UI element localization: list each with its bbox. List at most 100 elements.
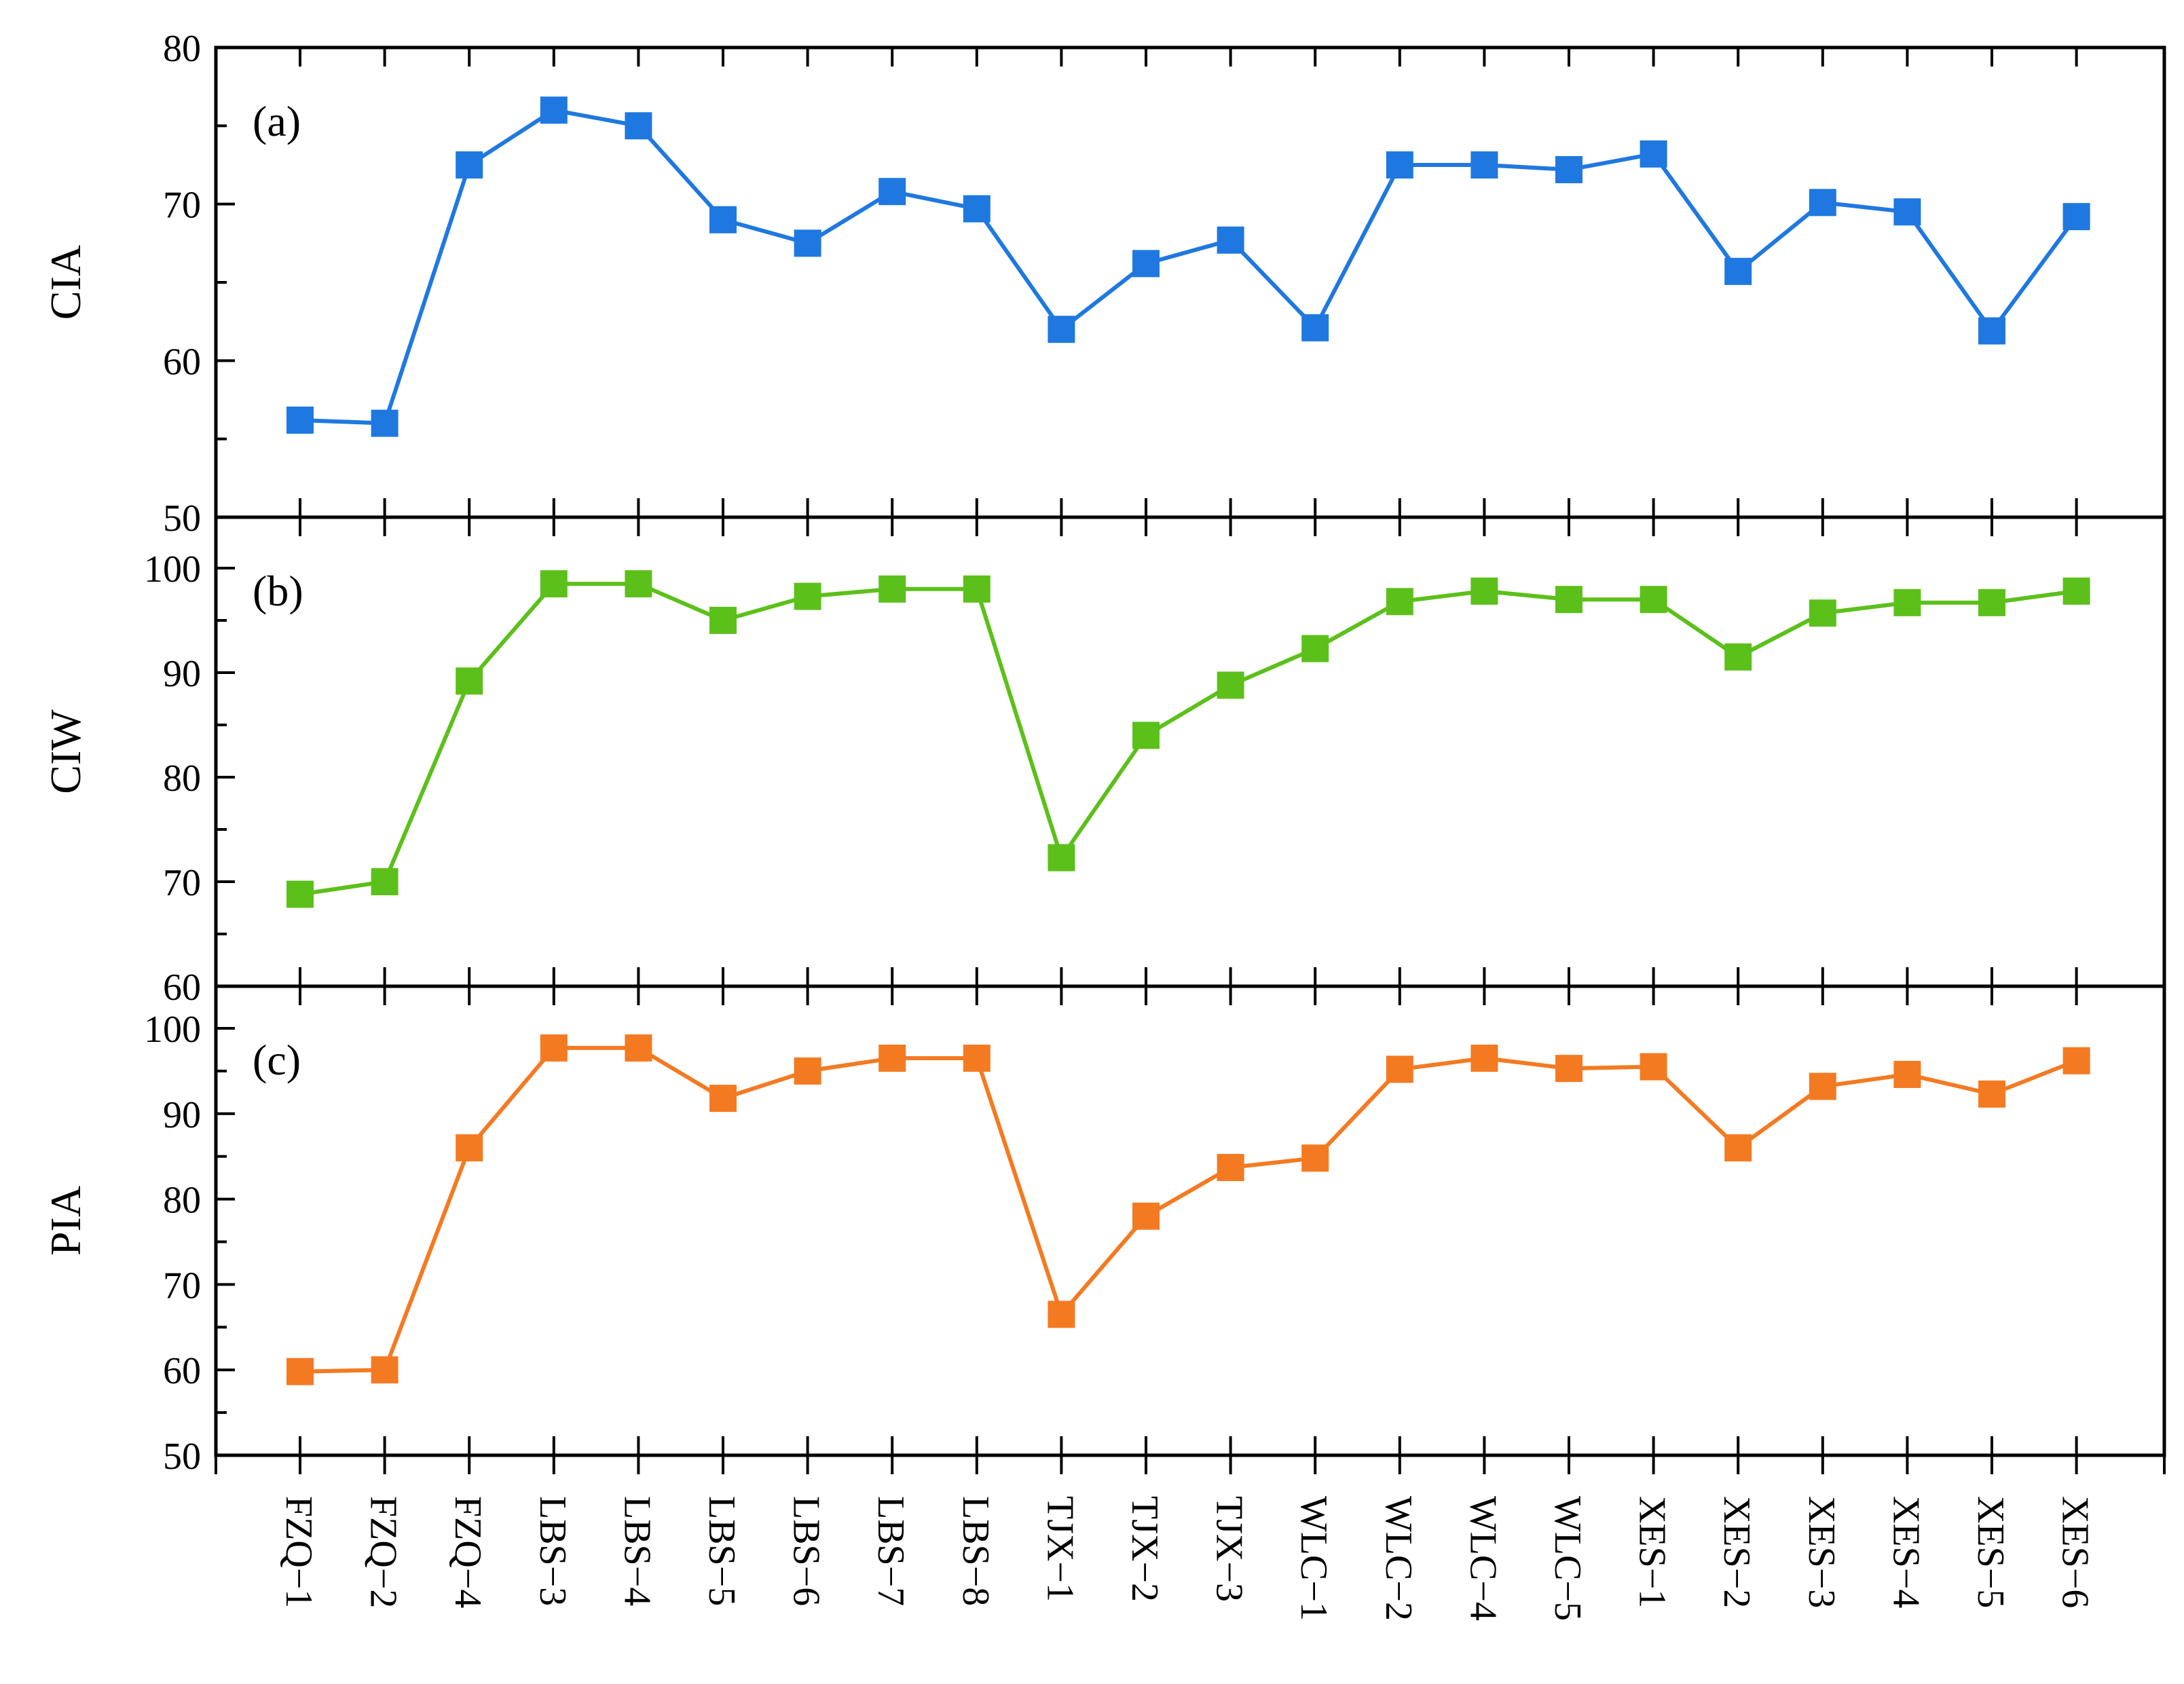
data-point-CIA-17 xyxy=(1640,140,1667,168)
x-tick-label: LBS−6 xyxy=(785,1496,828,1606)
data-point-PIA-13 xyxy=(1301,1144,1329,1172)
data-point-CIW-6 xyxy=(709,607,737,634)
data-point-CIW-1 xyxy=(286,880,314,908)
data-point-CIW-17 xyxy=(1640,586,1667,614)
panel-2: 60 70 80 90 100 CIW (b) xyxy=(41,515,2166,1009)
data-point-PIA-18 xyxy=(1724,1134,1752,1162)
x-tick-label: FZQ−2 xyxy=(363,1496,405,1608)
data-point-CIW-4 xyxy=(540,570,568,598)
x-tick-label: WLC−1 xyxy=(1293,1496,1335,1621)
data-point-CIA-6 xyxy=(709,206,737,233)
data-point-PIA-11 xyxy=(1132,1202,1160,1230)
data-point-CIA-4 xyxy=(540,96,568,124)
y-tick-label: 90 xyxy=(163,1094,201,1136)
data-point-CIW-20 xyxy=(1893,588,1921,616)
x-tick-label: LBS−3 xyxy=(532,1496,574,1606)
data-point-PIA-6 xyxy=(709,1085,737,1112)
data-point-PIA-10 xyxy=(1048,1301,1075,1328)
y-tick-label: 90 xyxy=(163,653,201,695)
y-tick-label: 60 xyxy=(163,1350,201,1392)
x-tick-label: WLC−2 xyxy=(1377,1496,1420,1621)
y-tick-label: 80 xyxy=(163,1180,201,1222)
data-point-CIA-11 xyxy=(1132,250,1160,278)
data-point-CIW-3 xyxy=(456,667,483,695)
y-tick-label: 80 xyxy=(163,28,201,70)
y-tick-label: 100 xyxy=(144,1009,201,1051)
data-point-PIA-9 xyxy=(963,1045,991,1072)
x-tick-label: LBS−5 xyxy=(701,1496,743,1606)
panel-label: (a) xyxy=(253,97,301,145)
panel-frame xyxy=(214,984,2166,1457)
y-tick-label: 70 xyxy=(163,862,201,904)
data-point-PIA-5 xyxy=(625,1034,652,1062)
x-tick-label: LBS−8 xyxy=(955,1496,997,1606)
data-point-PIA-3 xyxy=(456,1134,483,1162)
data-point-CIA-7 xyxy=(794,229,821,257)
data-point-CIW-15 xyxy=(1470,577,1498,605)
data-point-CIA-16 xyxy=(1555,155,1583,183)
y-axis-title: CIA xyxy=(41,245,90,320)
x-tick-label: TJX−3 xyxy=(1208,1496,1251,1602)
data-point-PIA-12 xyxy=(1217,1154,1244,1182)
data-point-CIA-22 xyxy=(2062,203,2090,231)
data-point-CIA-18 xyxy=(1724,257,1752,285)
y-axis-title: CIW xyxy=(41,709,90,794)
data-point-PIA-20 xyxy=(1893,1060,1921,1088)
data-point-CIW-2 xyxy=(371,868,399,895)
data-point-CIA-8 xyxy=(878,178,906,206)
x-tick-label: FZQ−4 xyxy=(447,1496,489,1608)
data-point-PIA-4 xyxy=(540,1034,568,1062)
data-point-CIW-9 xyxy=(963,575,991,603)
data-point-CIW-12 xyxy=(1217,671,1244,699)
data-point-PIA-1 xyxy=(286,1358,314,1385)
x-tick-label: WLC−5 xyxy=(1547,1496,1589,1621)
data-point-CIA-9 xyxy=(963,195,991,223)
panel-label: (c) xyxy=(253,1036,301,1084)
data-point-PIA-7 xyxy=(794,1057,821,1085)
y-tick-label: 60 xyxy=(163,341,201,383)
y-tick-label: 100 xyxy=(144,548,201,591)
data-point-CIW-14 xyxy=(1386,588,1413,616)
data-point-CIW-18 xyxy=(1724,643,1752,671)
series-line-CIA xyxy=(299,108,2079,426)
data-point-PIA-8 xyxy=(878,1045,906,1072)
x-tick-label: LBS−7 xyxy=(870,1496,912,1606)
y-tick-label: 50 xyxy=(163,498,201,540)
y-tick-label: 70 xyxy=(163,1265,201,1307)
data-point-PIA-16 xyxy=(1555,1055,1583,1083)
data-point-PIA-2 xyxy=(371,1356,399,1384)
x-tick-label: XES−6 xyxy=(2054,1496,2096,1608)
panel-1: 50 60 70 80 CIA (a) xyxy=(41,28,2166,540)
data-point-CIW-8 xyxy=(878,575,906,603)
data-point-CIW-22 xyxy=(2062,577,2090,605)
data-point-CIA-21 xyxy=(1978,317,2005,345)
x-tick-label: WLC−4 xyxy=(1462,1496,1504,1621)
data-point-PIA-19 xyxy=(1809,1072,1836,1100)
x-tick-label: XES−1 xyxy=(1631,1496,1673,1608)
panel-3: 50 60 70 80 90 100 PIA (c) xyxy=(41,984,2166,1478)
data-point-CIW-10 xyxy=(1048,844,1075,872)
data-point-CIA-20 xyxy=(1893,198,1921,226)
data-point-CIA-3 xyxy=(456,151,483,179)
data-point-PIA-21 xyxy=(1978,1080,2005,1108)
series-line-CIW xyxy=(299,582,2077,897)
data-point-CIA-13 xyxy=(1301,314,1329,341)
x-tick-label: XES−3 xyxy=(1800,1496,1843,1608)
data-point-CIW-16 xyxy=(1555,586,1583,614)
data-point-CIA-14 xyxy=(1386,151,1413,179)
x-tick-label: TJX−2 xyxy=(1124,1496,1166,1602)
x-tick-label: XES−2 xyxy=(1716,1496,1758,1608)
data-point-CIA-15 xyxy=(1470,151,1498,179)
data-point-CIW-19 xyxy=(1809,599,1836,627)
panel-label: (b) xyxy=(253,567,303,615)
data-point-CIA-19 xyxy=(1809,189,1836,217)
x-tick-label: FZQ−1 xyxy=(278,1496,320,1608)
data-point-CIA-10 xyxy=(1048,316,1075,343)
data-point-CIW-21 xyxy=(1978,588,2005,616)
x-tick-label: XES−4 xyxy=(1885,1496,1927,1608)
panel-frame xyxy=(214,45,2166,519)
x-tick-label: XES−5 xyxy=(1969,1496,2012,1608)
data-point-PIA-15 xyxy=(1470,1045,1498,1072)
x-tick-label: TJX−1 xyxy=(1039,1496,1081,1602)
